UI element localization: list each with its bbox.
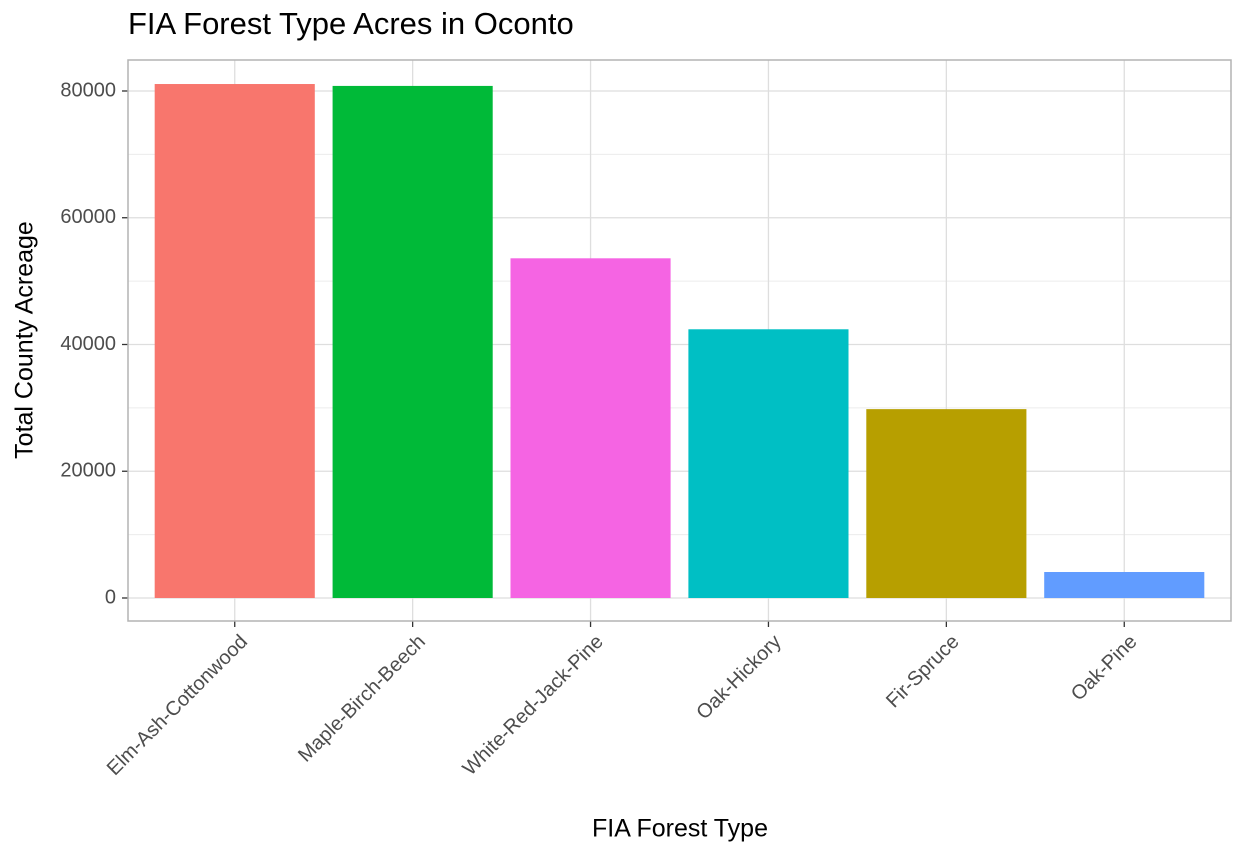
bar: [866, 409, 1027, 598]
y-tick-label: 0: [105, 586, 116, 608]
bar: [510, 258, 671, 598]
y-tick-label: 80000: [60, 79, 116, 101]
x-axis-title: FIA Forest Type: [592, 815, 768, 843]
bar: [1044, 572, 1205, 598]
y-tick-label: 20000: [60, 460, 116, 482]
chart-title: FIA Forest Type Acres in Oconto: [128, 6, 574, 41]
bar: [688, 329, 849, 598]
y-tick-label: 60000: [60, 206, 116, 228]
y-tick-label: 40000: [60, 333, 116, 355]
bar: [154, 84, 315, 598]
panel-border: [127, 59, 1232, 622]
bar: [332, 85, 493, 598]
y-axis-title: Total County Acreage: [11, 221, 39, 459]
